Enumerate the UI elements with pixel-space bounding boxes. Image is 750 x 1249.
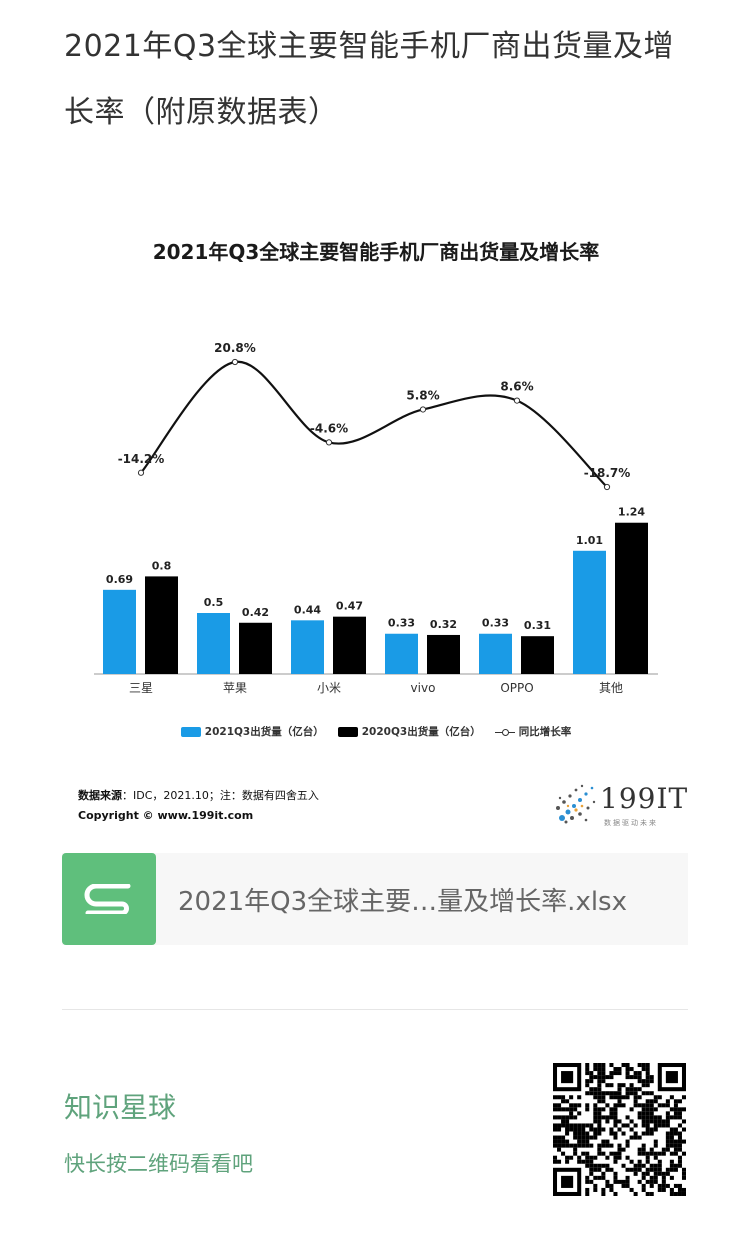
bar-2021-1 [197, 613, 230, 674]
growth-label-2: -4.6% [310, 421, 348, 435]
promo-title: 知识星球 [64, 1091, 177, 1124]
bar-2021-2 [291, 620, 324, 674]
growth-label-5: -18.7% [584, 466, 631, 480]
value-label-2020-1: 0.42 [242, 606, 269, 619]
spreadsheet-icon [62, 853, 156, 945]
growth-point-0 [137, 469, 145, 476]
value-label-2021-4: 0.33 [482, 617, 509, 630]
growth-rate-line [140, 360, 608, 488]
value-label-2021-1: 0.5 [204, 596, 224, 609]
bar-2021-3 [385, 633, 418, 674]
category-label-4: OPPO [500, 681, 533, 695]
bar-2021-5 [573, 550, 606, 674]
199it-logo: 199IT 数据驱动未来 [552, 780, 687, 830]
legend-swatch-2020 [337, 726, 358, 737]
section-divider [62, 1009, 688, 1010]
value-label-2020-5: 1.24 [618, 506, 645, 519]
legend-item-growth: 同比增长率 [494, 724, 572, 739]
value-label-2021-2: 0.44 [294, 603, 321, 616]
bar-2020-0 [145, 576, 178, 674]
bar-2020-4 [521, 636, 554, 674]
legend-swatch-growth [494, 727, 515, 737]
value-label-2020-2: 0.47 [336, 600, 363, 613]
promo-subtitle: 快长按二维码看看吧 [64, 1152, 253, 1176]
bar-2020-3 [427, 634, 460, 674]
logo-subtitle: 数据驱动未来 [604, 819, 658, 827]
bar-2020-2 [333, 616, 366, 674]
growth-label-4: 8.6% [500, 380, 533, 394]
post-title: 2021年Q3全球主要智能手机厂商出货量及增长率（附原数据表） [64, 29, 675, 130]
chart-legend: 2021Q3出货量（亿台） 2020Q3出货量（亿台） 同比增长率 [62, 724, 690, 739]
legend-item-2021: 2021Q3出货量（亿台） [180, 724, 324, 739]
growth-point-5 [603, 483, 611, 491]
chart-image: 2021年Q3全球主要智能手机厂商出货量及增长率 0.69 0.8 三星 0.5 0.4… [62, 212, 690, 832]
value-label-2021-5: 1.01 [576, 534, 603, 547]
value-label-2021-3: 0.33 [388, 617, 415, 630]
logo-wordmark: 199IT [600, 782, 689, 815]
category-label-3: vivo [411, 681, 436, 695]
growth-point-1 [231, 358, 239, 366]
category-label-5: 其他 [599, 681, 623, 695]
bar-2020-5 [615, 522, 648, 674]
attachment-file-card[interactable]: 2021年Q3全球主要…量及增长率.xlsx [62, 853, 688, 945]
growth-point-2 [325, 439, 333, 446]
growth-label-1: 20.8% [214, 341, 256, 355]
copyright-text: Copyright © www.199it.com [78, 809, 254, 822]
chart-title: 2021年Q3全球主要智能手机厂商出货量及增长率 [152, 240, 600, 264]
value-label-2021-0: 0.69 [106, 573, 133, 586]
legend-label-2021: 2021Q3出货量（亿台） [204, 726, 324, 738]
combo-chart: 0.69 0.8 三星 0.5 0.42 苹果 0.44 0.47 小米 0.33 0.32 vivo… [94, 341, 658, 695]
qr-code-icon[interactable] [553, 1063, 686, 1196]
category-label-1: 苹果 [223, 681, 247, 695]
logo-dots-icon [556, 784, 596, 824]
legend-swatch-2021 [180, 726, 201, 737]
legend-label-growth: 同比增长率 [518, 726, 572, 738]
category-label-0: 三星 [129, 681, 153, 695]
value-label-2020-4: 0.31 [524, 619, 551, 632]
value-label-2020-3: 0.32 [430, 618, 457, 631]
chart-source: 数据来源：IDC，2021.10；注：数据有四舍五入 Copyright © w… [78, 786, 319, 826]
legend-label-2020: 2020Q3出货量（亿台） [361, 726, 481, 738]
logo-text: 199IT [600, 782, 688, 815]
bar-2021-4 [479, 633, 512, 674]
growth-point-4 [513, 397, 521, 404]
growth-label-3: 5.8% [406, 388, 439, 402]
value-label-2020-0: 0.8 [152, 559, 172, 572]
attachment-file-name[interactable]: 2021年Q3全球主要…量及增长率.xlsx [178, 886, 627, 917]
source-label: 数据来源 [78, 789, 122, 802]
growth-label-0: -14.2% [118, 452, 165, 466]
source-text: ：IDC，2021.10；注：数据有四舍五入 [122, 789, 319, 802]
legend-item-2020: 2020Q3出货量（亿台） [337, 724, 481, 739]
bar-2020-1 [239, 622, 272, 674]
bar-2021-0 [103, 589, 136, 674]
growth-point-3 [419, 406, 427, 413]
category-label-2: 小米 [317, 681, 341, 695]
